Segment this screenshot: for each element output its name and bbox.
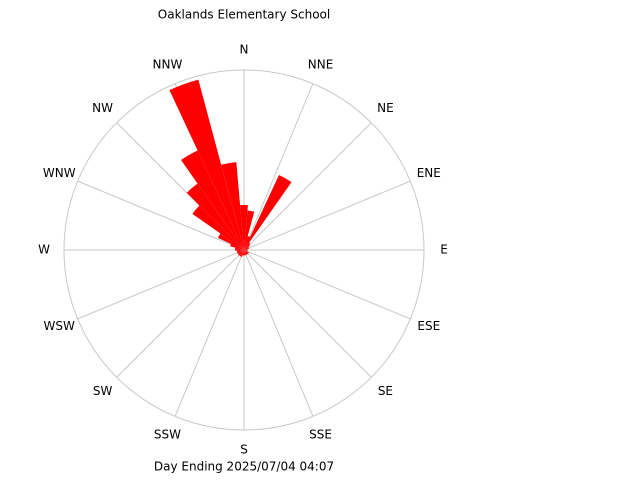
wedge: [192, 205, 244, 250]
wedge: [239, 250, 244, 257]
wedge: [240, 250, 244, 257]
wedge: [235, 247, 244, 250]
wedge: [244, 236, 251, 250]
direction-label: SW: [93, 384, 113, 398]
direction-label: N: [240, 43, 249, 57]
spoke: [243, 83, 314, 251]
chart-title: Oaklands Elementary School: [158, 8, 330, 22]
chart-subtitle: Day Ending 2025/07/04 04:07: [154, 460, 334, 474]
direction-label: SE: [378, 384, 393, 398]
wedge: [244, 249, 248, 250]
wedge: [244, 250, 248, 255]
wedge: [244, 250, 248, 251]
wedge: [244, 250, 249, 254]
direction-label: SSE: [309, 427, 332, 441]
wedge: [217, 233, 244, 250]
wedge: [243, 250, 245, 256]
direction-label: ENE: [417, 166, 441, 180]
spoke: [243, 249, 411, 320]
wedge: [244, 174, 292, 250]
wedge: [238, 250, 244, 256]
wedge: [244, 247, 250, 250]
wedge: [236, 250, 244, 252]
wedge: [169, 79, 244, 250]
wedge: [244, 250, 246, 256]
wedge: [244, 250, 248, 255]
direction-label: NW: [92, 101, 113, 115]
wedge: [181, 150, 244, 250]
wedge: [244, 242, 251, 250]
spoke: [77, 180, 245, 251]
wedge: [186, 183, 244, 250]
wedge: [244, 249, 248, 251]
direction-label: NE: [377, 101, 394, 115]
wedge: [240, 205, 248, 250]
direction-label: W: [38, 243, 50, 257]
direction-label: S: [240, 443, 248, 457]
wedge: [244, 250, 248, 252]
wedge: [244, 250, 247, 256]
direction-label: E: [440, 243, 448, 257]
spoke: [174, 249, 245, 417]
wedge: [237, 250, 244, 254]
direction-label: NNW: [153, 58, 183, 72]
wedge: [244, 250, 249, 254]
spoke: [243, 180, 411, 251]
wedge: [244, 244, 250, 250]
spoke: [243, 122, 372, 251]
direction-label: SSW: [154, 427, 181, 441]
wedge: [230, 243, 244, 250]
wedge: [244, 246, 249, 250]
wedge: [234, 249, 244, 251]
spoke: [243, 249, 314, 417]
direction-label: ESE: [417, 319, 440, 333]
direction-label: NNE: [308, 58, 334, 72]
spoke: [116, 249, 245, 378]
wedge: [244, 210, 255, 250]
grid-ring: [63, 69, 425, 431]
direction-label: WSW: [44, 319, 75, 333]
wedge: [238, 250, 244, 256]
spoke: [243, 249, 372, 378]
wedge: [221, 162, 244, 250]
direction-label: WNW: [43, 166, 76, 180]
wedge: [242, 250, 244, 256]
wedge: [237, 250, 244, 255]
spoke: [77, 249, 245, 320]
